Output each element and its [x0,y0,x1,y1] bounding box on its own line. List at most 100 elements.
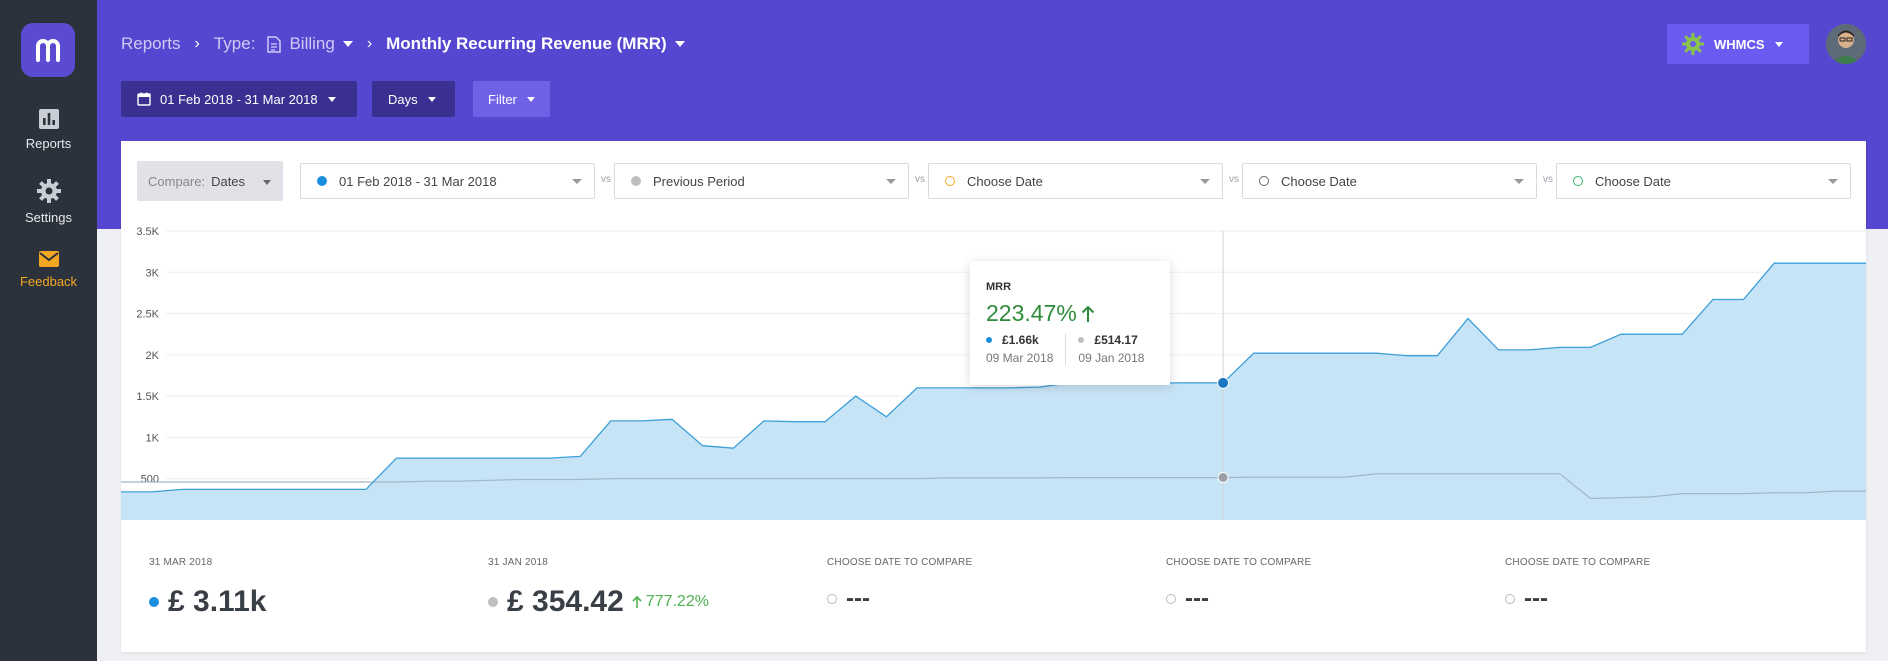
sidebar-item-feedback[interactable]: Feedback [0,250,97,289]
filter-button[interactable]: Filter [473,81,550,117]
app-logo[interactable] [21,23,75,77]
chart-tooltip: MRR 223.47% £1.66k 09 Mar 2018 £514.17 0… [970,261,1170,385]
report-dropdown[interactable]: Monthly Recurring Revenue (MRR) [386,34,685,54]
tooltip-current-date: 09 Mar 2018 [986,351,1054,365]
compare-mode-dropdown[interactable]: Compare: Dates [137,161,283,201]
date-range-label: 01 Feb 2018 - 31 Mar 2018 [160,91,318,107]
series-dot-icon [631,176,641,186]
type-dropdown[interactable]: Billing [267,34,353,54]
tooltip-current-value: £1.66k [1002,333,1039,347]
compare-select-5[interactable]: Choose Date [1556,163,1851,199]
account-button[interactable]: WHMCS [1667,24,1809,64]
stat-value-row: --- [1166,585,1209,613]
tooltip-current: £1.66k 09 Mar 2018 [986,333,1053,365]
stat-label: CHOOSE DATE TO COMPARE [1166,557,1312,568]
stat-value-row: --- [827,585,870,613]
series-dot-icon [1573,176,1583,186]
stat-label: CHOOSE DATE TO COMPARE [1505,557,1651,568]
series-dot-icon [945,176,955,186]
y-tick-label: 2K [146,350,160,362]
chevron-right-icon: › [194,35,200,52]
interval-button[interactable]: Days [372,81,455,117]
series-line-current [121,262,1866,493]
series-area-current [121,263,1866,520]
logo-m-icon [36,39,60,62]
page-title: Monthly Recurring Revenue (MRR) [386,34,667,53]
vs-label: vs [601,174,611,185]
date-range-button[interactable]: 01 Feb 2018 - 31 Mar 2018 [121,81,357,117]
vs-label: vs [1543,174,1553,185]
sidebar-item-reports[interactable]: Reports [0,108,97,151]
sidebar-item-label: Reports [25,136,72,151]
tooltip-percent-value: 223.47% [986,300,1077,326]
hover-point-previous [1217,472,1229,484]
envelope-icon [38,251,59,267]
arrow-up-icon [1081,305,1095,322]
caret-down-icon [1514,179,1524,184]
stat-value: £ 354.42 [507,585,624,618]
mrr-chart-svg: 500 1K 1.5K 2K 2.5K 3K 3.5K [121,226,1866,520]
vs-label: vs [915,174,925,185]
empty-dot-icon [827,594,837,604]
compare-select-1[interactable]: 01 Feb 2018 - 31 Mar 2018 [300,163,595,199]
caret-down-icon [1200,179,1210,184]
sidebar-item-label: Settings [25,210,72,225]
caret-down-icon [327,96,336,102]
compare-select-label: Choose Date [1595,173,1671,189]
sidebar-item-settings[interactable]: Settings [0,178,97,225]
compare-select-label: 01 Feb 2018 - 31 Mar 2018 [339,173,497,189]
series-dot-icon [1259,176,1269,186]
gear-icon [36,179,61,203]
series-dot-icon [149,597,159,607]
breadcrumb: Reports › Type: Billing › Monthly Recurr… [121,34,685,54]
series-dot-icon [1078,337,1085,343]
empty-dot-icon [1505,594,1515,604]
stat-value: £ 3.11k [168,585,267,618]
hover-point-current [1217,376,1230,389]
whmcs-gear-icon [1682,33,1704,55]
document-icon [267,35,282,53]
y-tick-label: 1.5K [136,391,159,403]
stat-previous: 31 JAN 2018 £ 354.42 777.22% [460,521,799,652]
tooltip-previous: £514.17 09 Jan 2018 [1065,333,1144,365]
compare-mode-label: Compare: [148,173,206,189]
compare-select-3[interactable]: Choose Date [928,163,1223,199]
breadcrumb-reports-link[interactable]: Reports [121,34,181,53]
chevron-right-icon: › [366,35,373,52]
series-dot-icon [488,597,498,607]
type-value: Billing [289,34,335,53]
caret-down-icon [263,179,272,185]
compare-select-2[interactable]: Previous Period [614,163,909,199]
report-card: Compare: Dates 01 Feb 2018 - 31 Mar 2018… [121,141,1866,652]
stat-empty-3: CHOOSE DATE TO COMPARE --- [1477,521,1816,652]
caret-down-icon [427,96,436,102]
tooltip-values: £1.66k 09 Mar 2018 £514.17 09 Jan 2018 [986,333,1154,365]
mrr-chart[interactable]: 500 1K 1.5K 2K 2.5K 3K 3.5K [121,221,1866,521]
tooltip-title: MRR [986,281,1012,293]
tooltip-previous-date: 09 Jan 2018 [1078,351,1145,365]
caret-down-icon [674,41,685,47]
avatar[interactable] [1826,24,1866,64]
y-tick-label: 500 [141,474,159,486]
filter-label: Filter [488,91,517,107]
compare-select-4[interactable]: Choose Date [1242,163,1537,199]
vs-label: vs [1229,174,1239,185]
user-photo-icon [1826,24,1866,64]
series-line-previous [121,473,1866,500]
stat-label: CHOOSE DATE TO COMPARE [827,557,973,568]
stat-label: 31 MAR 2018 [149,557,213,568]
caret-down-icon [1774,41,1783,47]
compare-select-label: Previous Period [653,173,745,189]
stat-value-row: £ 354.42 777.22% [488,585,709,619]
calendar-icon [137,92,151,106]
stat-value: --- [1185,585,1209,612]
interval-label: Days [388,91,418,107]
y-tick-label: 3K [146,267,160,279]
stat-value: --- [1524,585,1548,612]
tooltip-previous-value: £514.17 [1094,333,1138,347]
stat-change: 777.22% [632,593,709,611]
stats-row: 31 MAR 2018 £ 3.11k 31 JAN 2018 £ 354.42… [121,521,1866,652]
type-label: Type: [213,34,256,53]
tooltip-percent: 223.47% [986,300,1154,327]
stat-current: 31 MAR 2018 £ 3.11k [121,521,460,652]
